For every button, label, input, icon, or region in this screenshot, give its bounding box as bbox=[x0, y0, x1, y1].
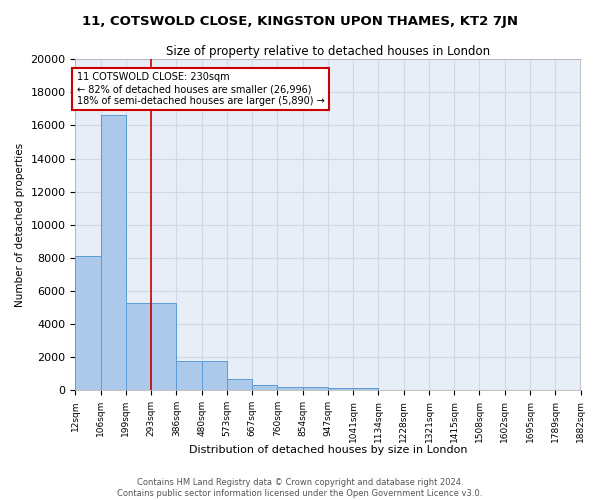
Bar bbox=[126, 302, 151, 390]
Bar bbox=[353, 388, 379, 390]
Bar bbox=[302, 387, 328, 390]
Text: 11, COTSWOLD CLOSE, KINGSTON UPON THAMES, KT2 7JN: 11, COTSWOLD CLOSE, KINGSTON UPON THAMES… bbox=[82, 15, 518, 28]
Bar bbox=[176, 362, 202, 390]
Text: Contains HM Land Registry data © Crown copyright and database right 2024.
Contai: Contains HM Land Registry data © Crown c… bbox=[118, 478, 482, 498]
Bar bbox=[202, 362, 227, 390]
Bar bbox=[252, 386, 277, 390]
Bar bbox=[227, 379, 252, 390]
Bar bbox=[151, 302, 176, 390]
Bar bbox=[328, 388, 353, 390]
Y-axis label: Number of detached properties: Number of detached properties bbox=[15, 142, 25, 307]
Text: 11 COTSWOLD CLOSE: 230sqm
← 82% of detached houses are smaller (26,996)
18% of s: 11 COTSWOLD CLOSE: 230sqm ← 82% of detac… bbox=[77, 72, 325, 106]
Bar bbox=[76, 256, 101, 390]
Bar bbox=[101, 116, 126, 390]
X-axis label: Distribution of detached houses by size in London: Distribution of detached houses by size … bbox=[189, 445, 467, 455]
Bar bbox=[277, 386, 302, 390]
Title: Size of property relative to detached houses in London: Size of property relative to detached ho… bbox=[166, 45, 490, 58]
